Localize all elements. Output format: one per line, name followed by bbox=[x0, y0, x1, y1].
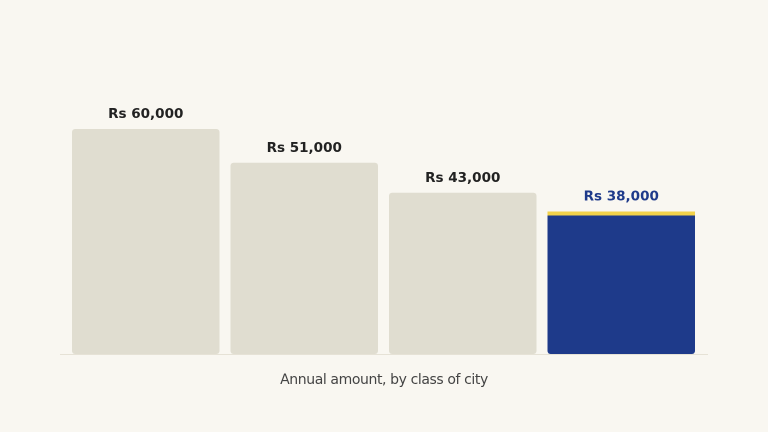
value-label: Rs 38,000 bbox=[584, 189, 659, 205]
x-axis-label: Annual amount, by class of city bbox=[280, 372, 488, 388]
bar bbox=[230, 162, 378, 354]
bar bbox=[547, 211, 695, 354]
bar bbox=[72, 129, 220, 354]
value-label: Rs 43,000 bbox=[425, 170, 500, 186]
bar bbox=[389, 192, 537, 354]
value-label: Rs 51,000 bbox=[267, 140, 342, 156]
bar-highlight-stripe bbox=[547, 211, 695, 216]
value-label: Rs 60,000 bbox=[108, 106, 183, 122]
